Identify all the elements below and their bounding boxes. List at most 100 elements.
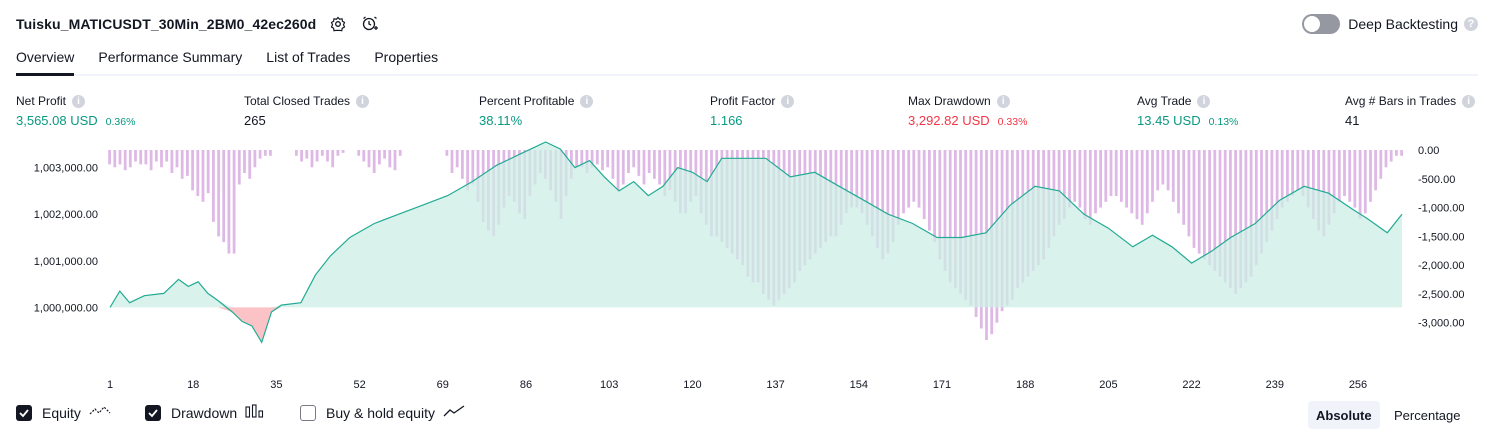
tab-overview[interactable]: Overview [16, 44, 74, 76]
drawdown-bar [1348, 150, 1351, 202]
drawdown-bar [1151, 150, 1154, 202]
stat-label: Max Drawdown [908, 94, 991, 108]
drawdown-bar [295, 150, 298, 156]
stat-percent: 0.33% [998, 116, 1028, 128]
left-axis-tick: 1,003,000.00 [34, 163, 98, 175]
legend-buy-hold[interactable]: Buy & hold equity [300, 404, 465, 421]
drawdown-checkbox[interactable] [145, 405, 161, 421]
drawdown-bar [259, 150, 262, 159]
x-axis-tick: 18 [187, 379, 199, 391]
drawdown-bar [248, 150, 251, 179]
drawdown-bar [1390, 150, 1393, 162]
drawdown-bar [1104, 150, 1107, 202]
x-axis-tick: 137 [766, 379, 784, 391]
settings-icon[interactable] [328, 14, 348, 34]
deep-backtesting-toggle[interactable] [1302, 14, 1340, 34]
right-axis-tick: -500.00 [1418, 174, 1455, 186]
drawdown-bar [451, 150, 454, 173]
stat-value: 1.166 [710, 113, 743, 128]
deep-backtesting-label: Deep Backtesting [1348, 16, 1458, 32]
info-icon[interactable]: i [72, 95, 85, 108]
buy-hold-label: Buy & hold equity [326, 405, 435, 421]
equity-chart[interactable]: 1,000,000.00 1,001,000.00 1,002,000.00 1,00… [0, 140, 1494, 395]
stat-net-profit: Net Profit i 3,565.08 USD 0.36% [16, 93, 135, 129]
drawdown-bar [399, 150, 402, 156]
drawdown-bar [627, 150, 630, 173]
drawdown-bar [1400, 150, 1403, 156]
equity-loss-area [110, 307, 1402, 342]
drawdown-bar [1115, 150, 1118, 196]
drawdown-bar [145, 150, 148, 164]
info-icon[interactable]: i [781, 95, 794, 108]
report-header: Tuisku_MATICUSDT_30Min_2BM0_42ec260d [16, 12, 380, 36]
drawdown-bar [632, 150, 635, 167]
buy-hold-checkbox[interactable] [300, 405, 316, 421]
tab-performance-summary[interactable]: Performance Summary [98, 44, 242, 74]
stat-profit-factor: Profit Factor i 1.166 [710, 93, 794, 129]
x-axis-tick: 52 [353, 379, 365, 391]
right-axis-tick: 0.00 [1418, 145, 1439, 157]
drawdown-bar [1146, 150, 1149, 213]
drawdown-bar [1099, 150, 1102, 208]
right-axis-tick: -2,000.00 [1418, 260, 1464, 272]
stat-avg-bars-in-trades: Avg # Bars in Trades i 41 [1345, 93, 1475, 129]
info-icon[interactable]: i [356, 95, 369, 108]
buy-hold-line-icon [443, 404, 465, 421]
percentage-button[interactable]: Percentage [1386, 401, 1469, 429]
tab-list-of-trades[interactable]: List of Trades [266, 44, 350, 74]
help-icon[interactable]: ? [1464, 17, 1478, 31]
drawdown-bar [222, 150, 225, 242]
drawdown-bar [269, 150, 272, 156]
drawdown-bar [1374, 150, 1377, 190]
drawdown-bar [601, 150, 604, 170]
left-axis-tick: 1,002,000.00 [34, 209, 98, 221]
drawdown-bar [1136, 150, 1139, 219]
drawdown-label: Drawdown [171, 405, 237, 421]
stat-value: 3,292.82 USD [908, 113, 990, 128]
drawdown-bar [918, 150, 921, 208]
drawdown-bar [1125, 150, 1128, 208]
drawdown-bar [119, 150, 122, 164]
drawdown-bar [181, 150, 184, 179]
absolute-button[interactable]: Absolute [1308, 401, 1380, 429]
drawdown-bar [196, 150, 199, 196]
drawdown-bar [150, 150, 153, 170]
info-icon[interactable]: i [1197, 95, 1210, 108]
x-axis-tick: 103 [600, 379, 618, 391]
x-axis-tick: 205 [1099, 379, 1117, 391]
drawdown-bar [1203, 150, 1206, 259]
stat-total-closed-trades: Total Closed Trades i 265 [244, 93, 369, 129]
stat-label: Percent Profitable [479, 94, 574, 108]
stat-percent-profitable: Percent Profitable i 38.11% [479, 93, 593, 129]
drawdown-bar [1084, 150, 1087, 219]
x-axis-tick: 188 [1016, 379, 1034, 391]
drawdown-bar [907, 150, 910, 208]
x-axis-tick: 69 [437, 379, 449, 391]
drawdown-bar [658, 150, 661, 185]
drawdown-bar [612, 150, 615, 179]
info-icon[interactable]: i [1462, 95, 1475, 108]
drawdown-bar [1079, 150, 1082, 208]
drawdown-bar [1291, 150, 1294, 196]
tab-properties[interactable]: Properties [374, 44, 438, 74]
drawdown-bar [342, 150, 345, 153]
drawdown-bar [1094, 150, 1097, 213]
drawdown-bar [243, 150, 246, 173]
drawdown-bar [388, 150, 391, 167]
x-axis-tick: 256 [1349, 379, 1367, 391]
drawdown-bar [254, 150, 257, 167]
info-icon[interactable]: i [580, 95, 593, 108]
drawdown-bar [643, 150, 646, 185]
info-icon[interactable]: i [997, 95, 1010, 108]
drawdown-bar [165, 150, 168, 162]
x-axis-tick: 1 [107, 379, 113, 391]
drawdown-bar [378, 150, 381, 164]
drawdown-bar [316, 150, 319, 162]
stat-value: 41 [1345, 113, 1359, 128]
drawdown-bar [606, 150, 609, 167]
legend-drawdown[interactable]: Drawdown [145, 404, 265, 421]
equity-checkbox[interactable] [16, 405, 32, 421]
legend-equity[interactable]: Equity [16, 404, 111, 421]
add-alert-icon[interactable] [360, 14, 380, 34]
drawdown-bar [212, 150, 215, 222]
